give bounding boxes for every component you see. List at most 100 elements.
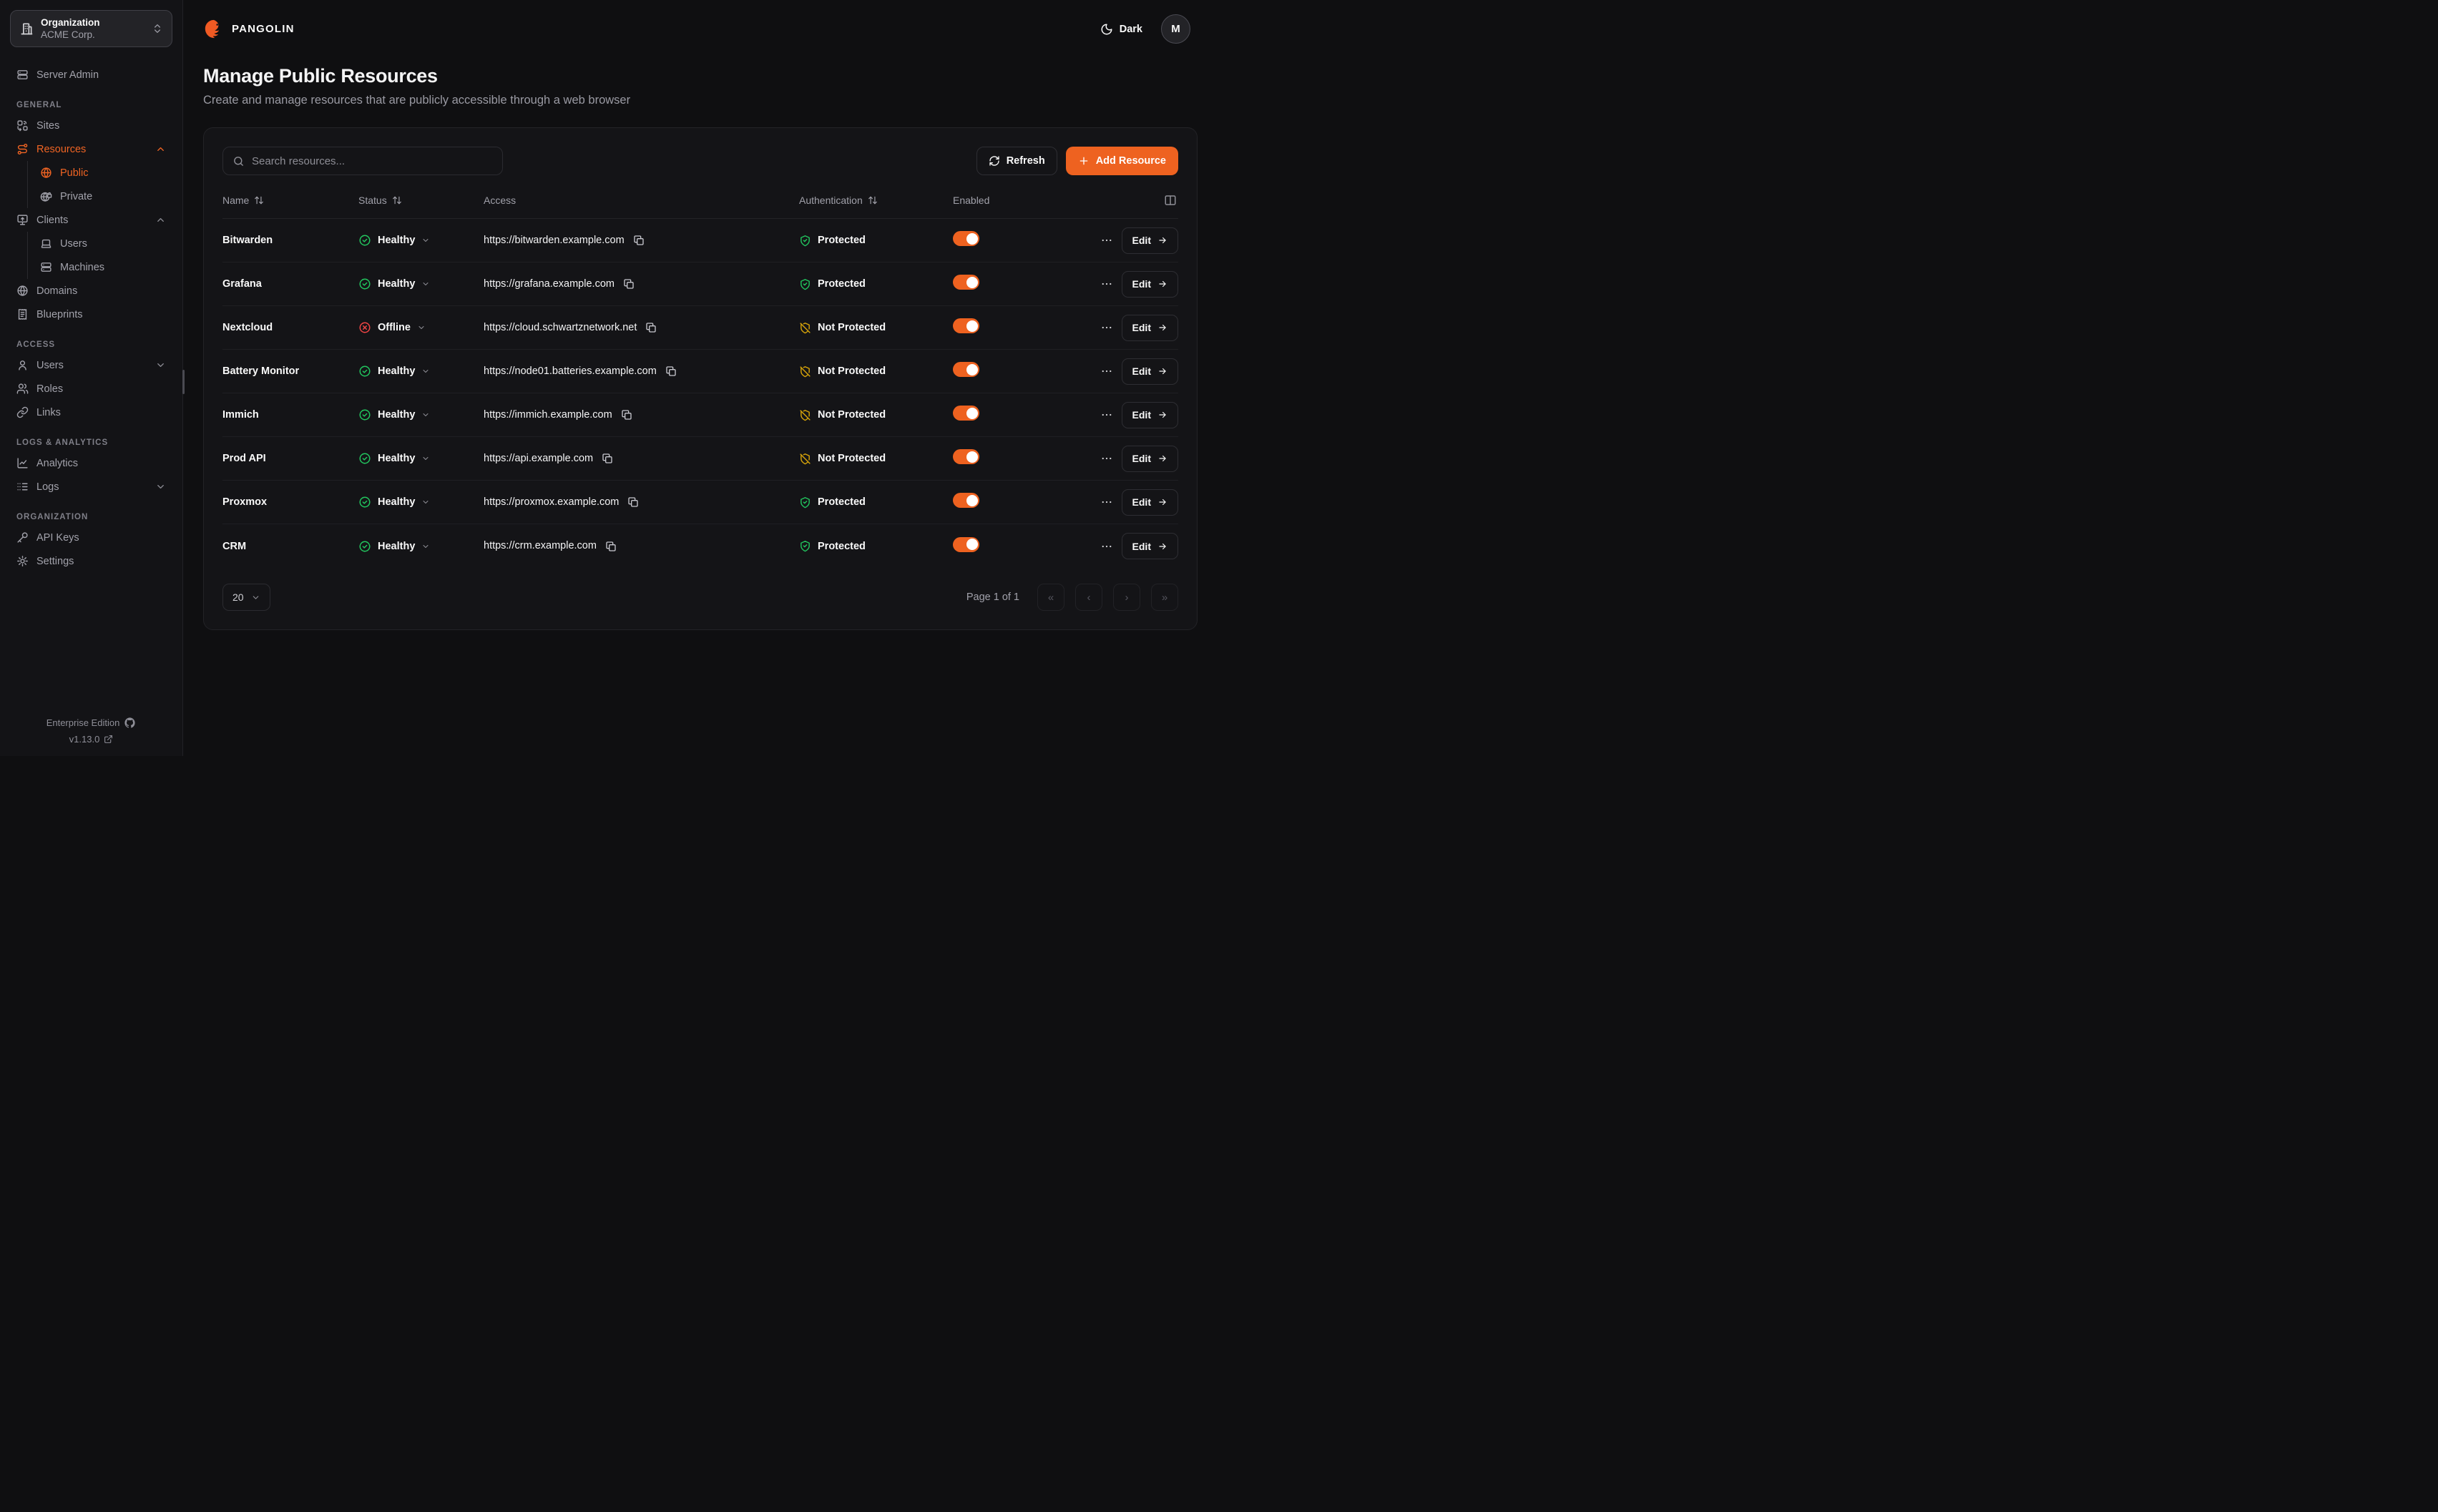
circle-check-icon <box>358 452 371 465</box>
sidebar-item-client-users[interactable]: Users <box>34 232 172 255</box>
sidebar-item-analytics[interactable]: Analytics <box>10 451 172 475</box>
copy-url-button[interactable] <box>627 496 640 509</box>
sidebar-item-public[interactable]: Public <box>34 161 172 185</box>
add-resource-button[interactable]: Add Resource <box>1065 147 1178 175</box>
sidebar-footer: Enterprise Edition v1.13.0 <box>0 712 182 745</box>
arrow-right-icon <box>1157 453 1167 463</box>
copy-url-button[interactable] <box>632 234 645 247</box>
edit-button[interactable]: Edit <box>1121 445 1178 472</box>
org-switcher[interactable]: Organization ACME Corp. <box>10 10 172 47</box>
sidebar-item-roles[interactable]: Roles <box>10 377 172 401</box>
github-icon[interactable] <box>124 717 136 729</box>
enabled-toggle[interactable] <box>953 318 979 333</box>
table-row: Grafana Healthy https://grafana.example.… <box>222 262 1178 306</box>
sidebar-item-server-admin[interactable]: Server Admin <box>10 63 172 87</box>
plus-icon <box>1078 155 1090 167</box>
external-link-icon[interactable] <box>104 735 113 744</box>
edit-button[interactable]: Edit <box>1121 270 1178 298</box>
enabled-toggle[interactable] <box>953 275 979 290</box>
resources-table: Name Status Access Authentication Enable… <box>222 192 1178 568</box>
laptop-icon <box>40 237 52 250</box>
copy-url-button[interactable] <box>645 321 657 334</box>
sidebar-item-links[interactable]: Links <box>10 401 172 424</box>
header-name[interactable]: Name <box>222 195 358 206</box>
first-page-button[interactable]: « <box>1037 584 1064 611</box>
enabled-toggle[interactable] <box>953 362 979 377</box>
copy-url-button[interactable] <box>665 365 677 378</box>
sidebar-scrollbar-thumb[interactable] <box>182 370 185 394</box>
section-access: ACCESS <box>16 340 56 349</box>
row-menu-button[interactable] <box>1099 362 1115 381</box>
edit-button[interactable]: Edit <box>1121 227 1178 254</box>
sidebar-item-users[interactable]: Users <box>10 353 172 377</box>
row-menu-button[interactable] <box>1099 449 1115 468</box>
status-select[interactable]: Healthy <box>358 540 484 553</box>
sort-icon[interactable] <box>392 195 402 205</box>
edit-button[interactable]: Edit <box>1121 533 1178 559</box>
copy-url-button[interactable] <box>604 539 617 552</box>
resource-name: CRM <box>222 540 247 552</box>
next-page-button[interactable]: › <box>1113 584 1140 611</box>
enabled-toggle[interactable] <box>953 536 979 552</box>
page-size-select[interactable]: 20 <box>222 584 270 611</box>
edit-button[interactable]: Edit <box>1121 358 1178 385</box>
search-input[interactable] <box>252 154 493 167</box>
row-menu-button[interactable] <box>1099 318 1115 337</box>
sidebar-item-logs[interactable]: Logs <box>10 475 172 499</box>
shield-off-icon <box>799 409 811 421</box>
row-menu-button[interactable] <box>1099 537 1115 556</box>
sidebar-item-settings[interactable]: Settings <box>10 549 172 573</box>
edit-button[interactable]: Edit <box>1121 314 1178 341</box>
circle-check-icon <box>358 408 371 421</box>
resources-card: Refresh Add Resource Name Status Access … <box>203 127 1198 630</box>
chevron-down-icon <box>421 542 430 551</box>
last-page-button[interactable]: » <box>1151 584 1178 611</box>
avatar[interactable]: M <box>1161 14 1190 44</box>
copy-url-button[interactable] <box>601 452 614 465</box>
circle-check-icon <box>358 496 371 509</box>
copy-url-button[interactable] <box>620 408 633 421</box>
column-visibility-button[interactable] <box>1162 192 1178 208</box>
enabled-toggle[interactable] <box>953 449 979 464</box>
sort-icon[interactable] <box>868 195 878 205</box>
globe-lock-icon <box>40 190 52 202</box>
sidebar-item-domains[interactable]: Domains <box>10 279 172 303</box>
sidebar-item-private[interactable]: Private <box>34 185 172 208</box>
header-authentication[interactable]: Authentication <box>799 195 953 206</box>
sidebar-item-clients[interactable]: Clients <box>10 208 172 232</box>
chevrons-up-down-icon <box>152 23 163 34</box>
row-menu-button[interactable] <box>1099 493 1115 511</box>
status-select[interactable]: Healthy <box>358 365 484 378</box>
refresh-button[interactable]: Refresh <box>976 147 1057 175</box>
sidebar-item-sites[interactable]: Sites <box>10 114 172 137</box>
status-select[interactable]: Healthy <box>358 278 484 290</box>
sidebar-item-api-keys[interactable]: API Keys <box>10 526 172 549</box>
sidebar-item-blueprints[interactable]: Blueprints <box>10 303 172 326</box>
edit-button[interactable]: Edit <box>1121 489 1178 516</box>
enabled-toggle[interactable] <box>953 231 979 246</box>
logs-icon <box>16 481 29 493</box>
status-select[interactable]: Healthy <box>358 452 484 465</box>
header-status[interactable]: Status <box>358 195 484 206</box>
row-menu-button[interactable] <box>1099 406 1115 424</box>
row-menu-button[interactable] <box>1099 231 1115 250</box>
sidebar-item-resources[interactable]: Resources <box>10 137 172 161</box>
row-menu-button[interactable] <box>1099 275 1115 293</box>
prev-page-button[interactable]: ‹ <box>1075 584 1102 611</box>
copy-url-button[interactable] <box>622 278 635 290</box>
enabled-toggle[interactable] <box>953 406 979 421</box>
page-info: Page 1 of 1 <box>966 591 1019 603</box>
ellipsis-icon <box>1100 496 1113 509</box>
edit-button[interactable]: Edit <box>1121 401 1178 428</box>
status-select[interactable]: Offline <box>358 321 484 334</box>
enabled-toggle[interactable] <box>953 493 979 508</box>
chevron-down-icon <box>421 498 430 506</box>
section-general: GENERAL <box>16 101 62 109</box>
status-select[interactable]: Healthy <box>358 408 484 421</box>
sort-icon[interactable] <box>254 195 264 205</box>
theme-toggle[interactable]: Dark <box>1100 23 1142 36</box>
status-select[interactable]: Healthy <box>358 234 484 247</box>
sidebar-item-machines[interactable]: Machines <box>34 255 172 279</box>
status-select[interactable]: Healthy <box>358 496 484 509</box>
resource-url: https://proxmox.example.com <box>484 496 620 508</box>
